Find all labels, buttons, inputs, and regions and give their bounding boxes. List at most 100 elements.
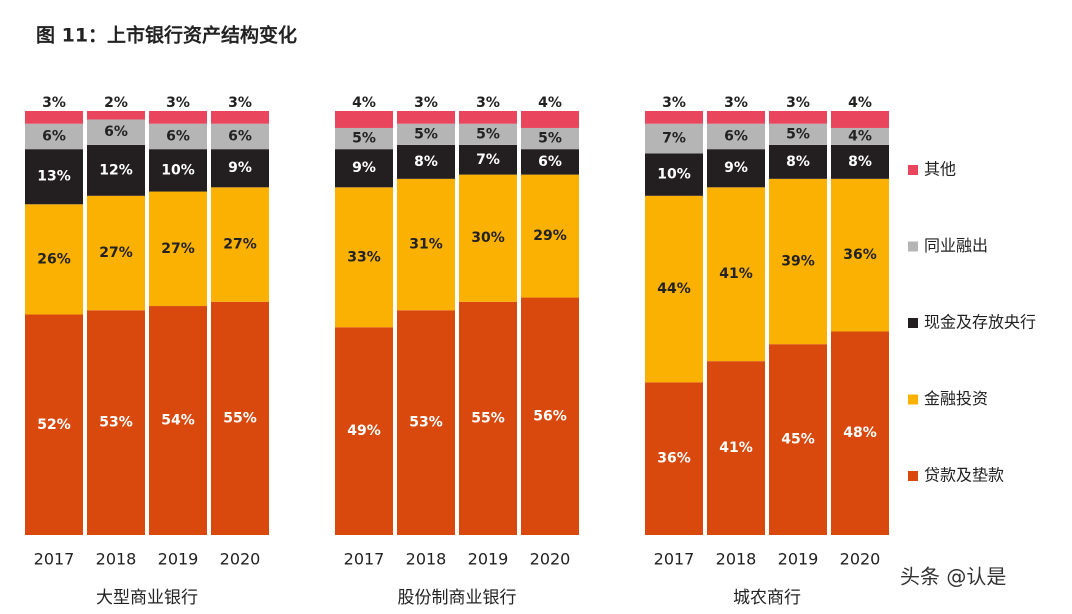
bar-segment: [645, 382, 703, 535]
data-label: 4%: [848, 128, 872, 144]
bar-segment: [769, 178, 827, 345]
x-tick-label: 2019: [158, 550, 199, 569]
x-tick-label: 2020: [220, 550, 261, 569]
data-label: 45%: [781, 432, 815, 448]
group-label: 股份制商业银行: [398, 588, 517, 608]
bar-segment: [397, 178, 455, 311]
bar-segment: [707, 111, 765, 124]
data-label: 9%: [724, 160, 748, 176]
data-label: 8%: [786, 154, 810, 170]
data-label: 31%: [409, 237, 443, 253]
data-label: 5%: [786, 126, 810, 142]
bar-segment: [645, 123, 703, 154]
bar-segment: [397, 111, 455, 124]
data-label: 3%: [476, 95, 500, 111]
bar-segment: [769, 144, 827, 179]
bar-segment: [645, 195, 703, 383]
bar-segment: [707, 123, 765, 150]
x-tick-label: 2020: [840, 550, 881, 569]
data-label: 13%: [37, 169, 71, 185]
data-label: 6%: [724, 128, 748, 144]
legend-swatch: [908, 394, 918, 405]
bar-segment: [25, 314, 83, 535]
bar-segment: [769, 123, 827, 145]
bar-segment: [25, 111, 83, 124]
bar-segment: [149, 149, 207, 192]
bar-segment: [335, 127, 393, 150]
data-label: 48%: [843, 425, 877, 441]
bar-segment: [211, 149, 269, 188]
data-label: 10%: [161, 162, 195, 178]
bar-segment: [25, 123, 83, 150]
bar-segment: [831, 178, 889, 332]
data-label: 7%: [476, 152, 500, 168]
group-label: 城农商行: [733, 588, 801, 608]
data-label: 3%: [724, 95, 748, 111]
data-label: 5%: [352, 131, 376, 147]
data-label: 6%: [166, 128, 190, 144]
bar-segment: [769, 111, 827, 124]
data-label: 9%: [228, 160, 252, 176]
group-label: 大型商业银行: [96, 588, 198, 608]
bar-segment: [335, 111, 393, 128]
data-label: 3%: [414, 95, 438, 111]
bar-segment: [397, 310, 455, 535]
bar-segment: [707, 149, 765, 188]
data-label: 55%: [223, 410, 257, 426]
bar-segment: [211, 301, 269, 535]
bar-segment: [459, 144, 517, 175]
bar-segment: [521, 149, 579, 175]
data-label: 41%: [719, 440, 753, 456]
data-label: 8%: [414, 154, 438, 170]
bar-segment: [397, 123, 455, 145]
bar-segment: [645, 111, 703, 124]
chart-title: 图 11：上市银行资产结构变化: [36, 24, 297, 47]
data-label: 5%: [414, 126, 438, 142]
bar-segment: [831, 144, 889, 179]
data-label: 5%: [476, 126, 500, 142]
data-label: 12%: [99, 162, 133, 178]
bar-segment: [397, 144, 455, 179]
data-label: 26%: [37, 251, 71, 267]
data-label: 27%: [223, 237, 257, 253]
data-label: 39%: [781, 254, 815, 270]
data-label: 53%: [409, 415, 443, 431]
data-label: 5%: [538, 131, 562, 147]
data-label: 9%: [352, 160, 376, 176]
bar-segment: [831, 331, 889, 535]
data-label: 3%: [662, 95, 686, 111]
legend-label: 贷款及垫款: [924, 466, 1004, 485]
bar-segment: [149, 191, 207, 307]
x-tick-label: 2020: [530, 550, 571, 569]
bar-segment: [87, 119, 145, 145]
bar-segment: [769, 344, 827, 535]
data-label: 54%: [161, 413, 195, 429]
bar-segment: [831, 111, 889, 128]
bar-segment: [25, 204, 83, 315]
bar-segment: [87, 310, 145, 535]
data-label: 6%: [42, 128, 66, 144]
x-tick-label: 2017: [34, 550, 75, 569]
data-label: 6%: [228, 128, 252, 144]
bar-segment: [521, 174, 579, 298]
bar-segment: [459, 123, 517, 145]
bar-segment: [25, 149, 83, 205]
bar-segment: [87, 195, 145, 311]
data-label: 41%: [719, 266, 753, 282]
data-label: 2%: [104, 95, 128, 111]
legend-swatch: [908, 471, 918, 481]
bar-segment: [459, 111, 517, 124]
data-label: 4%: [352, 95, 376, 111]
data-label: 55%: [471, 410, 505, 426]
bar-segment: [335, 327, 393, 535]
legend-label: 其他: [924, 160, 956, 179]
bar-segment: [521, 127, 579, 150]
bar-segment: [149, 111, 207, 124]
data-label: 3%: [786, 95, 810, 111]
data-label: 56%: [533, 408, 567, 424]
legend-swatch: [908, 241, 918, 252]
bar-segment: [87, 111, 145, 120]
data-label: 4%: [848, 95, 872, 111]
x-tick-label: 2018: [406, 550, 447, 569]
